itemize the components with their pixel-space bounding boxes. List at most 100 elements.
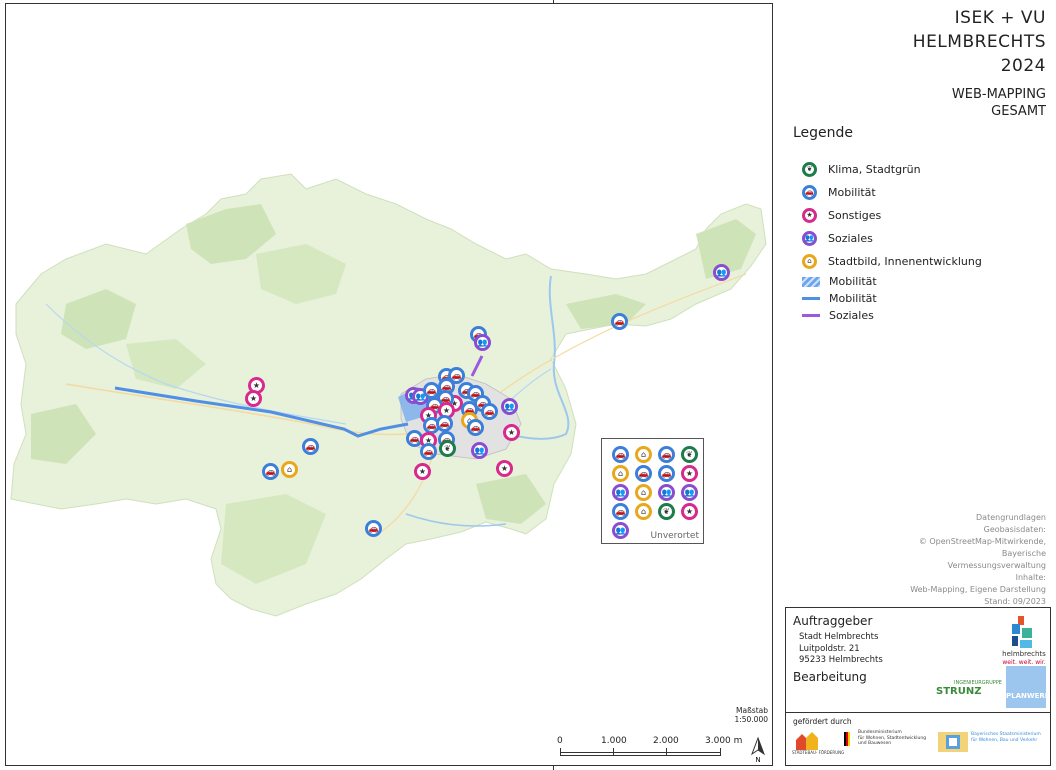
pin-icon: ★ [507, 427, 516, 437]
bayern-logo-line: für Wohnen, Bau und Verkehr [971, 737, 1038, 743]
legend-item-sonstiges: ★ Sonstiges [802, 204, 982, 227]
car-icon: 🚗 [368, 523, 379, 533]
unverortet-marker-soziales[interactable]: 👥 [658, 484, 675, 501]
car-icon: 🚗 [423, 446, 434, 456]
car-icon: 🚗 [409, 433, 420, 443]
legend-title: Legende [793, 125, 854, 141]
unverortet-marker-stadtbild[interactable]: ⌂ [635, 503, 652, 520]
car-icon: 🚗 [484, 406, 495, 416]
car-icon: 🚗 [441, 371, 452, 381]
car-icon: 🚗 [661, 468, 672, 478]
unverortet-marker-stadtbild[interactable]: ⌂ [635, 484, 652, 501]
map-marker-sonstiges[interactable]: ★ [414, 463, 431, 480]
bund-logo-line: für Wohnen, Stadtentwicklung [858, 735, 927, 741]
title-line: 2024 [1000, 56, 1046, 76]
map-marker-mobilitaet[interactable]: 🚗 [467, 419, 484, 436]
bavaria-crest-icon [938, 732, 968, 752]
scale-tick [666, 748, 667, 756]
pin-icon: ★ [450, 398, 459, 408]
map-marker-mobilitaet[interactable]: 🚗 [611, 313, 628, 330]
info-box: Auftraggeber Stadt Helmbrechts Luitpolds… [785, 607, 1051, 766]
car-icon: 🚗 [661, 449, 672, 459]
pin-icon: ★ [249, 393, 258, 403]
scale-label: Maßstab [736, 706, 768, 715]
scale-tick-label: 2.000 [653, 736, 679, 746]
source-line: Inhalte: [1015, 573, 1046, 582]
house-icon: ⌂ [640, 487, 647, 497]
map-marker-soziales[interactable]: 👥 [471, 442, 488, 459]
unverortet-marker-soziales[interactable]: 👥 [612, 522, 629, 539]
unverortet-marker-soziales[interactable]: 👥 [681, 484, 698, 501]
legend-label: Stadtbild, Innenentwicklung [828, 255, 982, 268]
map-marker-stadtbild[interactable]: ⌂ [281, 461, 298, 478]
legend-label: Mobilität [828, 186, 876, 199]
car-icon: 🚗 [477, 398, 488, 408]
pin-icon: ★ [685, 506, 694, 516]
forest-patch [31, 404, 96, 464]
unverortet-marker-mobilitaet[interactable]: 🚗 [658, 446, 675, 463]
source-line: Bayerische [1001, 549, 1046, 558]
unverortet-marker-sonstiges[interactable]: ★ [681, 465, 698, 482]
map-marker-mobilitaet[interactable]: 🚗 [302, 438, 319, 455]
map-subtitle: WEB-MAPPING GESAMT [952, 86, 1046, 120]
people-icon: 👥 [615, 487, 626, 497]
car-icon: 🚗 [439, 418, 450, 428]
map-marker-soziales[interactable]: 👥 [713, 264, 730, 281]
unverortet-marker-mobilitaet[interactable]: 🚗 [635, 465, 652, 482]
map-marker-mobilitaet[interactable]: 🚗 [365, 520, 382, 537]
unverortet-marker-stadtbild[interactable]: ⌂ [635, 446, 652, 463]
map-marker-sonstiges[interactable]: ★ [503, 424, 520, 441]
editor-title: Bearbeitung [793, 670, 867, 684]
car-icon: 🚗 [440, 393, 451, 403]
unverortet-marker-sonstiges[interactable]: ★ [681, 503, 698, 520]
source-line: Geobasisdaten: [983, 525, 1046, 534]
map-frame[interactable] [5, 3, 773, 766]
scale-tick [720, 748, 721, 756]
map-marker-sonstiges[interactable]: ★ [496, 460, 513, 477]
map-marker-mobilitaet[interactable]: 🚗 [420, 443, 437, 460]
legend-label: Soziales [828, 232, 873, 245]
map-marker-sonstiges[interactable]: ★ [248, 377, 265, 394]
client-street: Luitpoldstr. 21 [799, 643, 860, 654]
river [45, 303, 347, 425]
car-icon: 🚗 [470, 422, 481, 432]
helmbrechts-logo-tagline: weit. weit. wir. [1002, 659, 1046, 666]
data-sources: Datengrundlagen Geobasisdaten: © OpenStr… [846, 512, 1046, 608]
bund-logo-line: Bundesministerium [858, 730, 902, 735]
map-marker-sonstiges[interactable]: ★ [245, 390, 262, 407]
client-name: Stadt Helmbrechts [799, 632, 879, 642]
unverortet-marker-stadtbild[interactable]: ⌂ [612, 465, 629, 482]
map-marker-soziales[interactable]: 👥 [474, 334, 491, 351]
client-address: Stadt Helmbrechts Luitpoldstr. 21 95233 … [799, 632, 883, 667]
unverortet-marker-mobilitaet[interactable]: 🚗 [612, 503, 629, 520]
purple-line-swatch [802, 314, 820, 317]
unverortet-label: Unverortet [650, 531, 699, 541]
unverortet-marker-mobilitaet[interactable]: 🚗 [658, 465, 675, 482]
map-marker-mobilitaet[interactable]: 🚗 [481, 403, 498, 420]
map-marker-mobilitaet[interactable]: 🚗 [262, 463, 279, 480]
map-marker-soziales[interactable]: 👥 [501, 398, 518, 415]
forest-patch [696, 219, 756, 279]
scale-tick-label: 0 [557, 736, 563, 746]
pin-icon: ★ [424, 410, 433, 420]
house-icon: ⌂ [617, 468, 624, 478]
house-icon: ⌂ [640, 449, 647, 459]
scale-tick [613, 748, 614, 756]
car-icon: 🚗 [451, 370, 462, 380]
map-canvas[interactable] [6, 4, 773, 766]
planwerk-logo: PLANWERK [1006, 666, 1050, 708]
unverortet-marker-klima[interactable]: ❦ [658, 503, 675, 520]
unverortet-marker-klima[interactable]: ❦ [681, 446, 698, 463]
people-icon: 👥 [615, 525, 626, 535]
leaf-icon: ❦ [444, 443, 451, 453]
funded-by-label: gefördert durch [793, 717, 852, 726]
unverortet-marker-soziales[interactable]: 👥 [612, 484, 629, 501]
people-icon: 👥 [415, 391, 426, 401]
map-marker-klima[interactable]: ❦ [439, 440, 456, 457]
map-marker-sonstiges[interactable]: ★ [438, 402, 455, 419]
client-city: 95233 Helmbrechts [799, 655, 883, 665]
map-marker-mobilitaet[interactable]: 🚗 [436, 415, 453, 432]
client-title: Auftraggeber [793, 614, 873, 628]
frame-tick [553, 765, 554, 770]
unverortet-marker-mobilitaet[interactable]: 🚗 [612, 446, 629, 463]
